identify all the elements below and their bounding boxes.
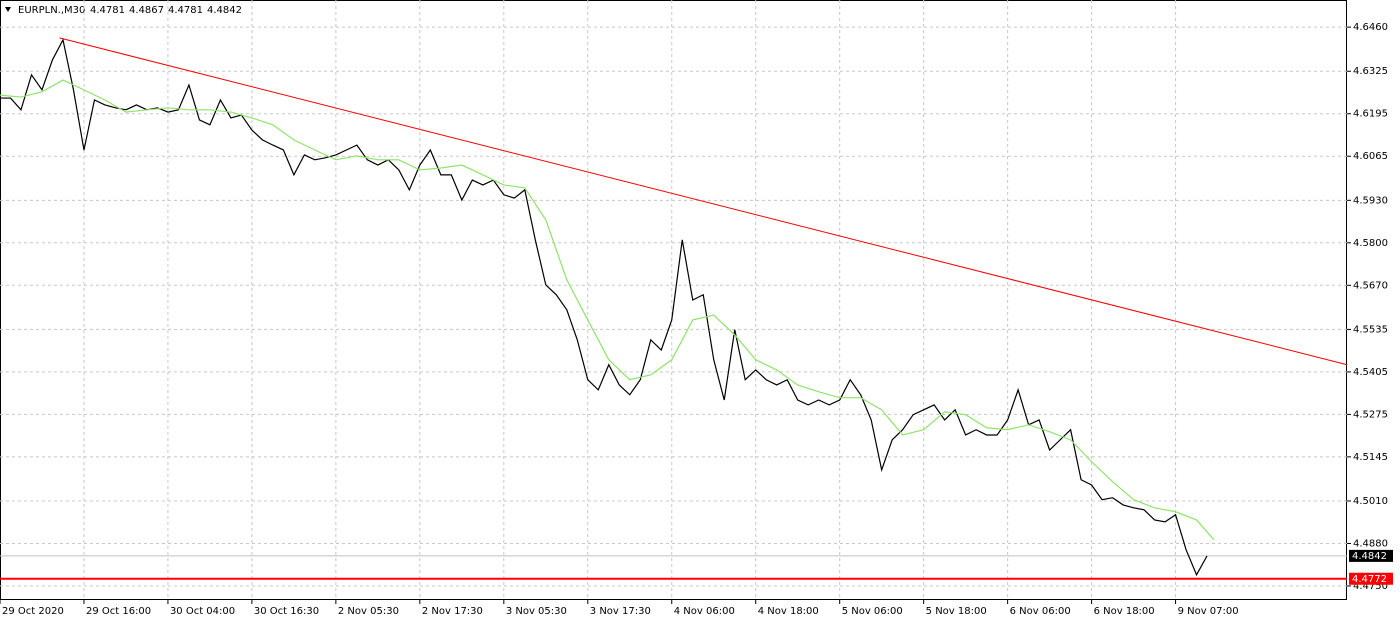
x-tick-label: 9 Nov 07:00 bbox=[1178, 606, 1239, 617]
x-tick-label: 29 Oct 16:00 bbox=[86, 606, 151, 617]
y-tick-label: 4.5145 bbox=[1353, 452, 1388, 463]
ohlc-value: 4.4781 bbox=[168, 5, 203, 16]
x-tick-label: 3 Nov 05:30 bbox=[506, 606, 567, 617]
y-tick-label: 4.4750 bbox=[1353, 581, 1388, 592]
price-label-box bbox=[1349, 549, 1393, 562]
symbol-label: EURPLN.,M30 bbox=[18, 5, 85, 16]
symbol-menu-icon[interactable] bbox=[5, 7, 11, 12]
price-line bbox=[0, 38, 1208, 577]
x-tick-label: 5 Nov 06:00 bbox=[842, 606, 903, 617]
ohlc-value: 4.4781 bbox=[90, 5, 125, 16]
y-tick-label: 4.5800 bbox=[1353, 238, 1388, 249]
x-tick-label: 3 Nov 17:30 bbox=[590, 606, 651, 617]
x-tick-label: 4 Nov 18:00 bbox=[758, 606, 819, 617]
ohlc-value: 4.4867 bbox=[129, 5, 164, 16]
y-tick-label: 4.6325 bbox=[1353, 66, 1388, 77]
y-tick-label: 4.6460 bbox=[1353, 22, 1388, 33]
y-tick-label: 4.5010 bbox=[1353, 496, 1388, 507]
x-tick-label: 29 Oct 2020 bbox=[2, 606, 64, 617]
x-tick-label: 30 Oct 04:00 bbox=[170, 606, 235, 617]
y-tick-label: 4.6195 bbox=[1353, 109, 1388, 120]
x-tick-label: 30 Oct 16:30 bbox=[254, 606, 319, 617]
y-tick-label: 4.5535 bbox=[1353, 324, 1388, 335]
price-line bbox=[59, 37, 1348, 366]
y-tick-label: 4.6065 bbox=[1353, 151, 1388, 162]
x-tick-label: 4 Nov 06:00 bbox=[674, 606, 735, 617]
y-tick-label: 4.4880 bbox=[1353, 538, 1388, 549]
x-tick-label: 2 Nov 05:30 bbox=[338, 606, 399, 617]
price-label: 4.4772 bbox=[1352, 574, 1387, 585]
price-label-box bbox=[1349, 572, 1393, 585]
x-tick-label: 2 Nov 17:30 bbox=[422, 606, 483, 617]
x-tick-label: 5 Nov 18:00 bbox=[926, 606, 987, 617]
y-tick-label: 4.5405 bbox=[1353, 367, 1388, 378]
price-line bbox=[0, 79, 1215, 541]
x-tick-label: 6 Nov 18:00 bbox=[1094, 606, 1155, 617]
price-label: 4.4842 bbox=[1352, 551, 1387, 562]
plot-frame bbox=[0, 0, 1347, 600]
y-tick-label: 4.5930 bbox=[1353, 195, 1388, 206]
x-tick-label: 6 Nov 06:00 bbox=[1010, 606, 1071, 617]
y-tick-label: 4.5275 bbox=[1353, 409, 1388, 420]
ohlc-value: 4.4842 bbox=[207, 5, 242, 16]
y-tick-label: 4.5670 bbox=[1353, 280, 1388, 291]
